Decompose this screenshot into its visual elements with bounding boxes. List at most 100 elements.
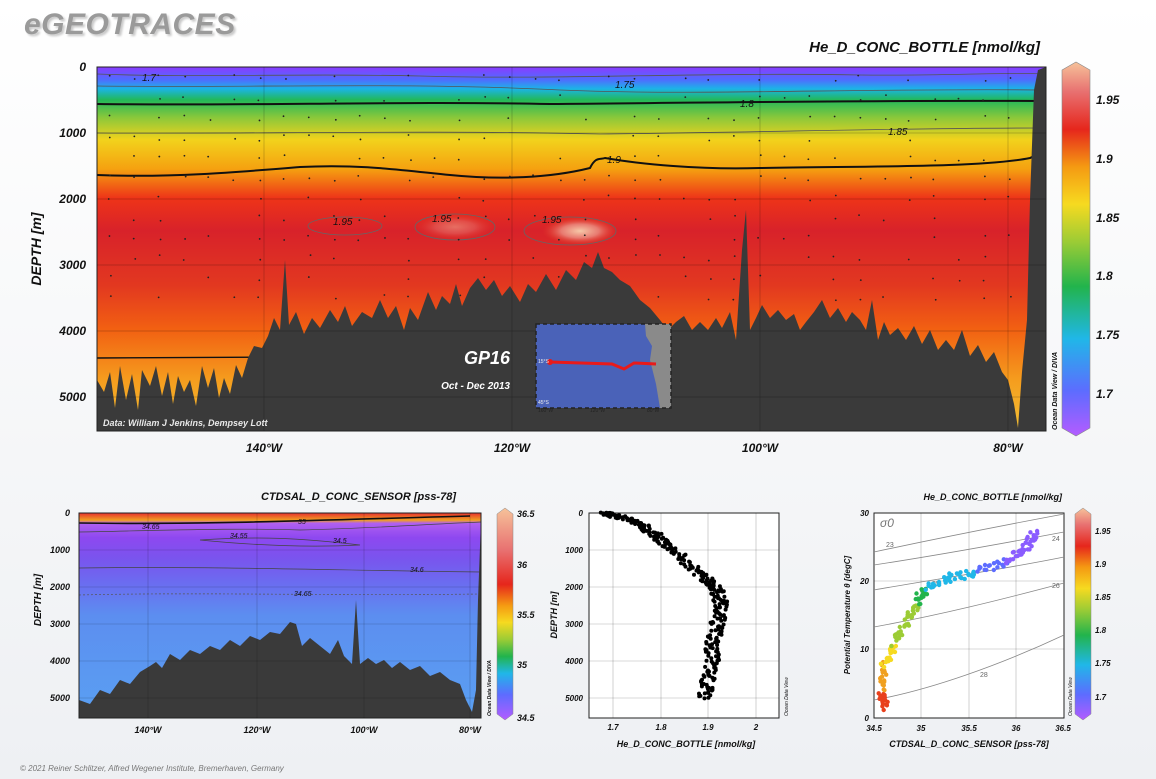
- colorbar-tick: 36: [517, 560, 528, 570]
- station-sample: [909, 139, 912, 142]
- station-sample: [758, 79, 761, 81]
- station-sample: [408, 179, 411, 182]
- colorbar-tick: 1.75: [1095, 659, 1111, 668]
- station-sample: [934, 298, 937, 301]
- station-sample: [333, 215, 335, 217]
- station-sample: [283, 154, 286, 157]
- station-sample: [332, 135, 335, 138]
- station-sample: [359, 198, 362, 201]
- ts-point: [942, 575, 947, 580]
- ts-point: [991, 561, 997, 566]
- ts-point: [991, 567, 996, 573]
- station-sample: [458, 196, 461, 199]
- station-sample: [808, 139, 811, 142]
- station-sample: [708, 198, 711, 201]
- station-sample: [533, 214, 536, 217]
- station-sample: [407, 278, 410, 280]
- station-sample: [282, 115, 285, 118]
- station-sample: [132, 219, 135, 222]
- station-sample: [458, 99, 460, 101]
- ts-point: [1001, 564, 1006, 569]
- ts-point: [893, 634, 898, 640]
- contour-label: 34.65: [294, 591, 312, 598]
- colorbar-tick: 1.9: [1095, 560, 1107, 569]
- station-sample: [808, 95, 811, 97]
- station-sample: [110, 274, 112, 277]
- station-sample: [133, 155, 135, 157]
- ts-point: [936, 579, 942, 585]
- profile-point: [713, 628, 718, 633]
- contour-1-9: [97, 149, 1046, 179]
- station-sample: [784, 177, 786, 180]
- y-tick: 5000: [59, 390, 86, 404]
- station-sample: [657, 135, 660, 138]
- station-sample: [585, 118, 587, 121]
- station-sample: [457, 158, 460, 161]
- station-sample: [734, 198, 737, 201]
- station-sample: [859, 177, 862, 180]
- station-sample: [984, 198, 986, 201]
- station-sample: [207, 276, 210, 279]
- profile-point: [712, 670, 717, 675]
- sample-stations: [107, 74, 1012, 302]
- profile-point: [723, 607, 728, 612]
- colorbar-tick: 1.9: [1096, 152, 1113, 166]
- station-sample: [158, 139, 161, 141]
- station-sample: [233, 296, 236, 299]
- station-sample: [982, 159, 985, 162]
- station-sample: [957, 159, 960, 162]
- ts-point: [917, 602, 922, 607]
- profile-point: [703, 664, 708, 669]
- profile-point: [712, 587, 717, 592]
- station-sample: [484, 258, 487, 261]
- station-sample: [158, 116, 160, 119]
- station-sample: [882, 296, 884, 298]
- station-sample: [307, 196, 310, 199]
- y-tick: 4000: [49, 656, 70, 666]
- station-sample: [633, 77, 636, 80]
- profile-point: [686, 567, 691, 572]
- data-credit: Data: William J Jenkins, Dempsey Lott: [103, 418, 268, 428]
- station-sample: [207, 176, 210, 179]
- station-sample: [582, 198, 585, 201]
- station-sample: [607, 75, 610, 78]
- profile-point: [718, 605, 722, 610]
- station-sample: [358, 114, 361, 117]
- station-sample: [632, 134, 635, 137]
- ts-point: [1025, 534, 1030, 540]
- ts-point: [879, 674, 885, 679]
- station-sample: [482, 74, 485, 76]
- station-sample: [133, 135, 136, 138]
- ts-points: [876, 528, 1040, 713]
- profile-point: [662, 544, 667, 549]
- cruise-dates: Oct - Dec 2013: [441, 381, 510, 392]
- profile-point: [715, 590, 719, 595]
- profile-point: [665, 547, 670, 552]
- contour-label: 1.95: [542, 215, 562, 226]
- station-sample: [332, 257, 335, 260]
- profile-point: [707, 669, 711, 674]
- station-sample: [157, 74, 160, 77]
- station-sample: [658, 198, 661, 200]
- y-tick: 2000: [49, 582, 70, 592]
- x-tick: 2: [753, 723, 759, 732]
- station-sample: [257, 99, 260, 102]
- station-sample: [984, 114, 987, 117]
- station-sample: [684, 96, 687, 99]
- contour-1-85: [97, 127, 1046, 135]
- ts-point: [1016, 549, 1021, 554]
- profile-point: [712, 594, 717, 599]
- ts-point: [882, 692, 887, 698]
- station-sample: [307, 276, 310, 278]
- station-sample: [707, 298, 710, 301]
- ts-point: [916, 605, 921, 610]
- ts-point: [905, 610, 910, 615]
- ts-point: [1022, 547, 1027, 553]
- station-sample: [633, 115, 636, 118]
- ts-point: [906, 613, 912, 618]
- ts-xlabel: CTDSAL_D_CONC_SENSOR [pss-78]: [889, 739, 1050, 749]
- colorbar-tick: 1.95: [1096, 93, 1120, 107]
- x-tick: 100°W: [350, 725, 379, 735]
- colorbar-tick: 1.8: [1096, 269, 1113, 283]
- x-tick: 120°W: [243, 725, 272, 735]
